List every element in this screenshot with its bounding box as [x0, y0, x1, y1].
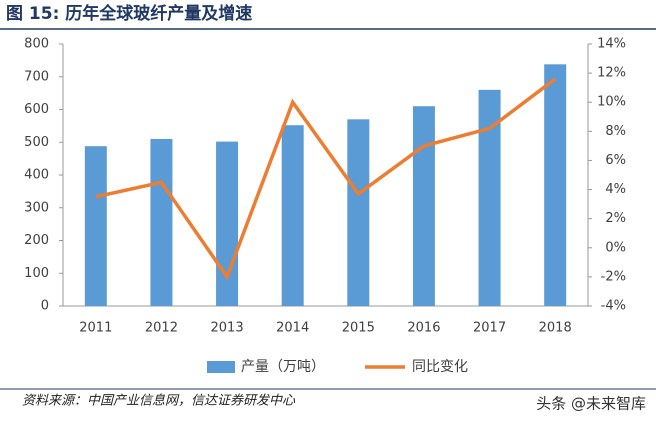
y-tick-label: 200: [24, 233, 49, 248]
y2-tick-label: 14%: [597, 37, 626, 52]
y-tick-label: 500: [24, 135, 49, 150]
x-tick-label: 2017: [473, 321, 506, 336]
y2-tick-label: -2%: [601, 269, 626, 284]
x-tick-label: 2016: [407, 321, 440, 336]
bar: [216, 141, 239, 306]
x-tick-label: 2013: [211, 321, 244, 336]
line: [95, 77, 557, 281]
y2-tick-label: 0%: [605, 240, 626, 255]
y2-tick-label: 6%: [605, 153, 626, 168]
x-tick-label: 2018: [539, 321, 572, 336]
bar: [84, 146, 107, 306]
x-tick-label: 2014: [276, 321, 309, 336]
x-tick-label: 2011: [79, 321, 112, 336]
y-tick-label: 0: [41, 299, 49, 314]
y-tick-label: 400: [24, 168, 49, 183]
y2-tick-label: 12%: [597, 66, 626, 81]
legend-swatch: [207, 361, 235, 373]
bar: [281, 125, 304, 306]
y2-tick-label: 2%: [605, 211, 626, 226]
y2-tick-label: -4%: [601, 299, 626, 314]
x-tick-label: 2012: [145, 321, 178, 336]
bar: [412, 106, 435, 306]
y-tick-label: 700: [24, 69, 49, 84]
y2-tick-label: 4%: [605, 182, 626, 197]
y2-tick-label: 10%: [597, 95, 626, 110]
y-tick-label: 300: [24, 200, 49, 215]
bar: [347, 119, 370, 306]
bar: [150, 138, 173, 306]
y-tick-label: 600: [24, 102, 49, 117]
watermark: 头条 @未来智库: [536, 395, 646, 413]
legend-label: 同比变化: [412, 359, 468, 375]
source: 资料来源：中国产业信息网，信达证券研发中心: [22, 393, 296, 409]
legend-label: 产量（万吨）: [241, 359, 325, 375]
bar: [544, 64, 567, 307]
x-tick-label: 2015: [342, 321, 375, 336]
y2-tick-label: 8%: [605, 124, 626, 139]
y-tick-label: 100: [24, 266, 49, 281]
y-tick-label: 800: [24, 37, 49, 52]
bar: [478, 89, 501, 306]
chart-title: 图 15: 历年全球玻纤产量及增速: [6, 3, 252, 24]
